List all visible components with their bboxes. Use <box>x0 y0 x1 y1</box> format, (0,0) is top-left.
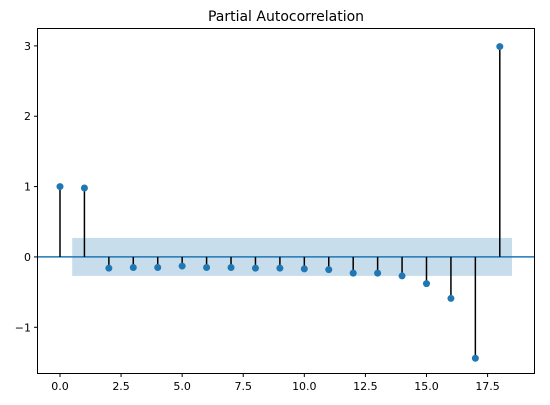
stem-marker <box>129 263 137 271</box>
stem-marker <box>447 294 455 302</box>
stem-marker <box>300 265 308 273</box>
stem-marker <box>80 184 88 192</box>
marker-layer <box>56 43 504 362</box>
stem-marker <box>203 263 211 271</box>
x-tick-label: 17.5 <box>475 380 500 393</box>
x-tick-label: 2.5 <box>112 380 130 393</box>
x-tick-label: 10.0 <box>292 380 317 393</box>
stem-marker <box>496 43 504 51</box>
stem-layer <box>59 46 501 359</box>
stem-marker <box>422 280 430 288</box>
x-tick-label: 0.0 <box>51 380 69 393</box>
y-axis: −1 0 1 2 3 <box>15 40 38 334</box>
y-tick-label: 0 <box>24 251 31 264</box>
x-tick-label: 7.5 <box>234 380 252 393</box>
y-tick-label: −1 <box>15 321 31 334</box>
y-tick-label: 3 <box>24 40 31 53</box>
stem-marker <box>374 269 382 277</box>
stem-marker <box>56 183 64 191</box>
stem-marker <box>349 269 357 277</box>
stem-marker <box>105 264 113 272</box>
x-tick-label: 5.0 <box>173 380 191 393</box>
stem-marker <box>276 264 284 272</box>
stem-marker <box>227 263 235 271</box>
y-tick-label: 2 <box>24 110 31 123</box>
stem-marker <box>325 266 333 274</box>
stem-marker <box>154 263 162 271</box>
stem-marker <box>178 262 186 270</box>
x-axis: 0.0 2.5 5.0 7.5 10.0 12.5 15.0 17.5 <box>51 373 500 393</box>
x-tick-label: 12.5 <box>353 380 378 393</box>
stem-marker <box>398 272 406 280</box>
stem-marker <box>471 354 479 362</box>
y-tick-label: 1 <box>24 181 31 194</box>
x-tick-label: 15.0 <box>414 380 439 393</box>
chart-title: Partial Autocorrelation <box>208 9 364 25</box>
plot-frame <box>37 28 535 374</box>
stem-marker <box>251 264 259 272</box>
